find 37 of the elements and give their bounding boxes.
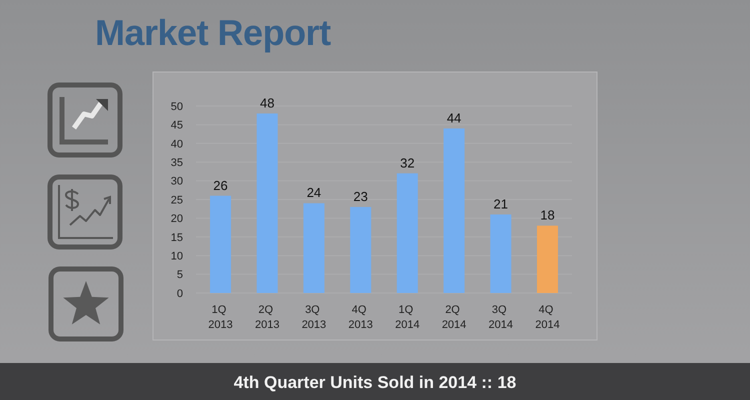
- x-tick-label: 2Q 2014: [442, 304, 466, 331]
- y-tick-label: 40: [170, 138, 183, 150]
- text: 4th Quarter Units Sold in 2014 :: 18: [234, 373, 516, 392]
- bar: [210, 196, 232, 293]
- data-label: 48: [260, 95, 274, 110]
- x-tick-label: 4Q 2014: [535, 304, 560, 331]
- x-tick-label: 4Q 2013: [348, 304, 373, 331]
- bar: [350, 206, 372, 293]
- bar: [536, 226, 558, 293]
- data-label: 24: [306, 185, 322, 200]
- data-label: 18: [540, 208, 555, 223]
- data-label: 23: [353, 188, 368, 204]
- y-tick-label: 5: [176, 269, 183, 282]
- data-label: 26: [213, 178, 228, 193]
- bar: [256, 113, 278, 293]
- y-tick-label: 30: [170, 176, 183, 188]
- y-tick-label: 45: [170, 120, 183, 132]
- y-tick-label: 35: [170, 156, 183, 169]
- x-tick-label: 3Q 2014: [488, 304, 514, 331]
- y-tick-label: 10: [170, 250, 183, 262]
- y-tick-label: 0: [176, 288, 183, 300]
- chart-title: Market Report: [95, 12, 332, 53]
- y-tick-label: 15: [170, 232, 183, 244]
- data-label: 44: [446, 110, 462, 126]
- x-tick-label: 3Q 2013: [302, 304, 326, 331]
- bar: [303, 203, 324, 293]
- y-tick-label: 25: [170, 194, 183, 206]
- data-label: 32: [400, 155, 415, 170]
- y-tick-label: 50: [170, 100, 183, 113]
- x-tick-label: 2Q 2013: [254, 304, 280, 331]
- bar: [490, 214, 512, 293]
- bar: [444, 128, 465, 293]
- x-tick-label: 1Q 2014: [395, 304, 420, 331]
- x-tick-label: 1Q 2013: [208, 304, 233, 331]
- bar: [396, 173, 418, 293]
- data-label: 21: [494, 196, 508, 212]
- y-tick-label: 20: [170, 213, 183, 226]
